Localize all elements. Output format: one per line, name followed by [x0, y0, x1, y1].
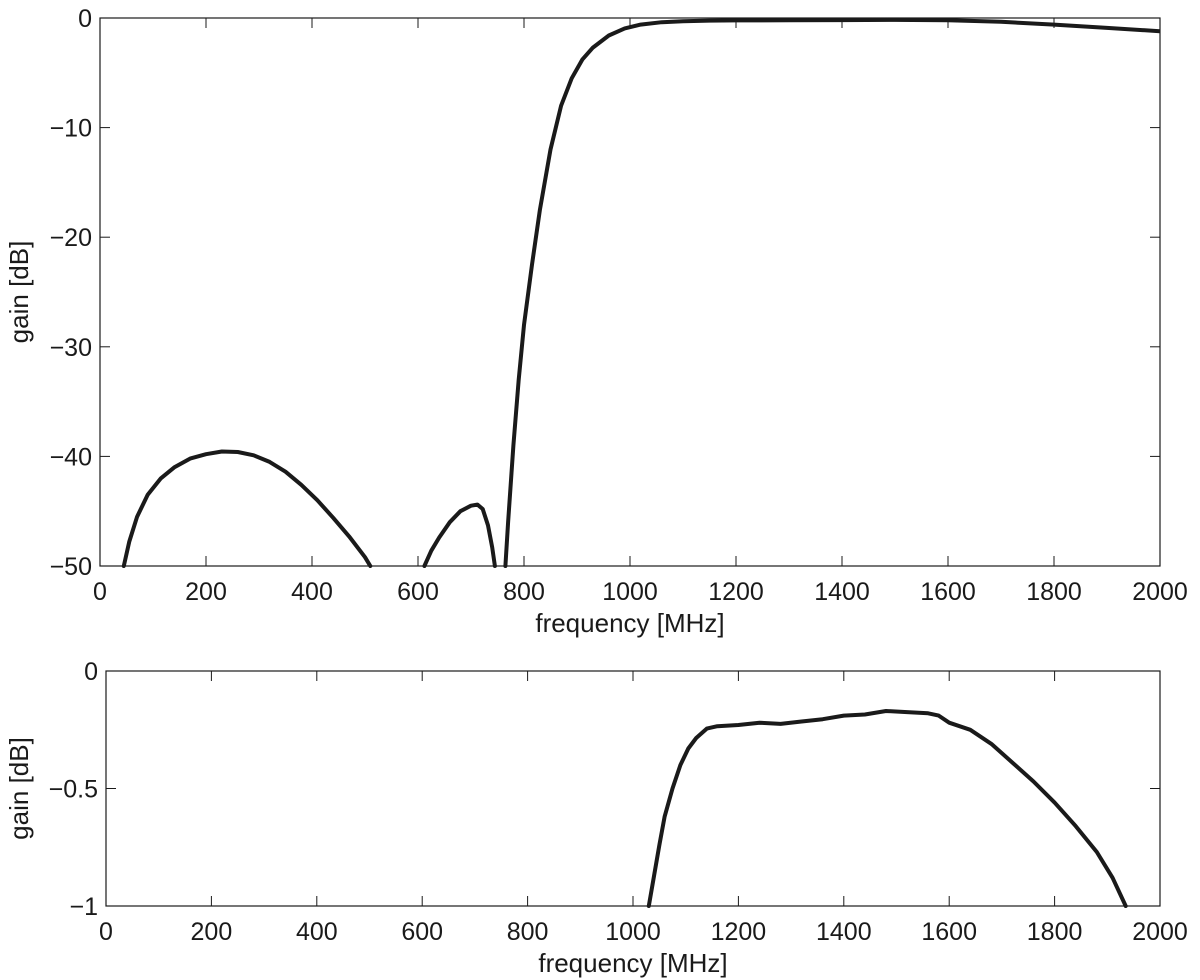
bottom-gain-plot: 0 200 400 600 800 1000 1200 1400 1600 1800 2000 −1 −…: [4, 658, 1188, 978]
x-tick-label: 1000: [605, 918, 661, 946]
y-tick-label: −30: [50, 334, 92, 362]
y-tick-label: −10: [50, 115, 92, 143]
x-tick-label: 1800: [1026, 578, 1082, 606]
y-tick-label: −40: [50, 443, 92, 471]
x-tick-label: 1600: [921, 918, 977, 946]
x-tick-label: 400: [296, 918, 338, 946]
x-tick-label: 1200: [708, 578, 764, 606]
top-gain-plot: 0 200 400 600 800 1000 1200 1400 1600 1800 2000 −50…: [4, 5, 1188, 638]
x-tick-label: 1200: [711, 918, 767, 946]
x-tick-label: 1400: [816, 918, 872, 946]
y-axis-label: gain [dB]: [4, 737, 34, 840]
x-tick-label: 0: [93, 578, 107, 606]
x-tick-label: 0: [99, 918, 113, 946]
gain-curve-segment: [503, 17, 1160, 568]
y-tick-label: −50: [50, 553, 92, 581]
x-tick-label: 2000: [1132, 578, 1188, 606]
x-tick-label: 200: [191, 918, 233, 946]
gain-curve-segment: [121, 449, 373, 568]
x-tick-label: 200: [185, 578, 227, 606]
plot-frame: [99, 17, 1161, 567]
x-tick-label: 1000: [602, 578, 658, 606]
x-tick-label: 800: [507, 918, 549, 946]
x-tick-label: 1600: [920, 578, 976, 606]
gain-curve-segment: [422, 502, 497, 568]
x-axis-label: frequency [MHz]: [535, 608, 724, 638]
x-tick-label: 600: [401, 918, 443, 946]
plot-frame: [105, 670, 1161, 907]
y-tick-label: −1: [69, 893, 98, 921]
x-tick-label: 600: [397, 578, 439, 606]
x-tick-label: 400: [291, 578, 333, 606]
x-tick-label: 800: [503, 578, 545, 606]
x-tick-label: 1800: [1027, 918, 1083, 946]
x-axis-label: frequency [MHz]: [538, 948, 727, 978]
gain-curve-segment: [646, 709, 1128, 908]
y-tick-label: 0: [84, 658, 98, 686]
y-axis-label: gain [dB]: [4, 241, 34, 344]
y-tick-label: 0: [78, 5, 92, 33]
y-tick-label: −20: [50, 224, 92, 252]
y-tick-label: −0.5: [49, 776, 98, 804]
x-tick-label: 1400: [814, 578, 870, 606]
x-tick-label: 2000: [1132, 918, 1188, 946]
